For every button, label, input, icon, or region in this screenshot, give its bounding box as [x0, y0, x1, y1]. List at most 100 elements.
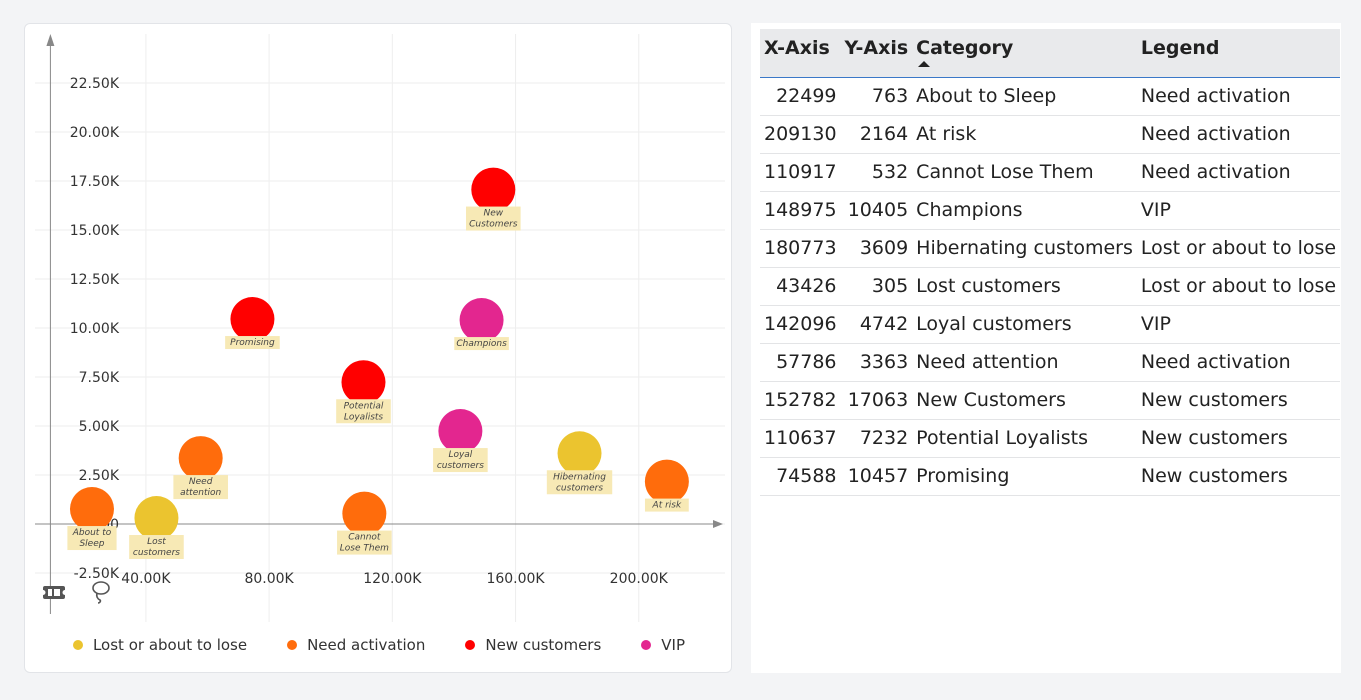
- table-row[interactable]: 209130 2164 At risk Need activation: [760, 115, 1341, 154]
- cell-category: Promising: [912, 457, 1137, 496]
- cell-legend: New customers: [1136, 381, 1341, 420]
- cell-x-axis: 74588: [760, 457, 841, 496]
- table-row[interactable]: 142096 4742 Loyal customers VIP: [760, 305, 1341, 344]
- col-header-y-axis[interactable]: Y-Axis: [840, 29, 913, 78]
- data-point[interactable]: [644, 459, 689, 504]
- data-point[interactable]: [471, 167, 516, 212]
- cell-x-axis: 110917: [760, 153, 841, 192]
- legend-label: VIP: [661, 636, 686, 654]
- x-tick-label: 40.00K: [121, 571, 171, 587]
- table-header-row: X-Axis Y-Axis Category Legend: [760, 29, 1341, 78]
- cell-legend: Need activation: [1136, 77, 1341, 116]
- legend-item[interactable]: Lost or about to lose: [72, 636, 248, 654]
- data-point-group[interactable]: Champions: [454, 298, 509, 351]
- data-label-bg: [225, 336, 280, 350]
- cell-legend: New customers: [1136, 419, 1341, 458]
- y-axis-arrow: [46, 34, 55, 46]
- col-header-legend[interactable]: Legend: [1136, 29, 1341, 78]
- data-point[interactable]: [557, 431, 602, 476]
- cell-category: New Customers: [912, 381, 1137, 420]
- y-tick-label: -2.50K: [74, 566, 120, 582]
- cell-category: Champions: [912, 191, 1137, 230]
- data-table: X-Axis Y-Axis Category Legend 22499 763 Ab…: [760, 29, 1341, 496]
- table-row[interactable]: 180773 3609 Hibernating customers Lost or a…: [760, 229, 1341, 268]
- cell-legend: VIP: [1136, 305, 1341, 344]
- table-row[interactable]: 57786 3363 Need attention Need activation: [760, 343, 1341, 382]
- data-label: Need: [189, 477, 213, 487]
- x-axis-arrow: [713, 520, 723, 528]
- legend-label: New customers: [485, 636, 602, 654]
- y-tick-label: 20.00K: [70, 125, 120, 141]
- cell-x-axis: 209130: [760, 115, 841, 154]
- legend-label: Need activation: [307, 636, 426, 654]
- cell-y-axis: 763: [840, 77, 913, 116]
- scatter-chart-card: 40.00K 80.00K 120.00K 160.00K 200.00K 22.50K 2…: [24, 23, 732, 673]
- data-point-group[interactable]: At risk: [644, 459, 689, 512]
- table-row[interactable]: 74588 10457 Promising New customers: [760, 457, 1341, 496]
- col-header-x-axis[interactable]: X-Axis: [760, 29, 841, 78]
- legend-item[interactable]: VIP: [641, 636, 685, 654]
- cell-y-axis: 3363: [840, 343, 913, 382]
- legend-label: Lost or about to lose: [92, 636, 248, 654]
- data-label: Loyalists: [344, 412, 384, 422]
- col-header-category-label: Category: [916, 37, 1014, 59]
- data-label: Loyal: [448, 450, 472, 460]
- y-tick-label: 22.50K: [70, 76, 120, 92]
- cell-category: About to Sleep: [912, 77, 1137, 116]
- table-row[interactable]: 110917 532 Cannot Lose Them Need activation: [760, 153, 1341, 192]
- data-point[interactable]: [438, 409, 483, 454]
- legend-item[interactable]: New customers: [465, 636, 601, 654]
- data-label: Sleep: [79, 539, 104, 549]
- ticket-icon[interactable]: [40, 580, 68, 606]
- legend-swatch: [287, 640, 298, 650]
- legend-item[interactable]: Need activation: [287, 636, 425, 654]
- data-point[interactable]: [341, 360, 386, 405]
- table-row[interactable]: 22499 763 About to Sleep Need activation: [760, 77, 1341, 116]
- cell-legend: VIP: [1136, 191, 1341, 230]
- data-point[interactable]: [342, 491, 387, 536]
- table-row[interactable]: 110637 7232 Potential Loyalists New custome…: [760, 419, 1341, 458]
- data-label: customers: [556, 483, 603, 493]
- cell-y-axis: 3609: [840, 229, 913, 268]
- data-label: Lost: [147, 537, 166, 547]
- data-label: attention: [180, 488, 221, 498]
- lasso-icon[interactable]: [88, 579, 114, 605]
- cell-x-axis: 22499: [760, 77, 841, 116]
- data-point-group[interactable]: Promising: [225, 297, 280, 350]
- data-label: Hibernating: [553, 472, 606, 482]
- legend-swatch: [465, 640, 476, 650]
- cell-legend: New customers: [1136, 457, 1341, 496]
- table-row[interactable]: 148975 10405 Champions VIP: [760, 191, 1341, 230]
- scatter-plot[interactable]: 40.00K 80.00K 120.00K 160.00K 200.00K 22.50K 2…: [25, 24, 732, 624]
- cell-legend: Need activation: [1136, 153, 1341, 192]
- data-point[interactable]: [230, 297, 275, 342]
- table-row[interactable]: 43426 305 Lost customers Lost or about to l…: [760, 267, 1341, 306]
- data-point[interactable]: [134, 496, 179, 541]
- data-point[interactable]: [178, 436, 223, 481]
- cell-y-axis: 2164: [840, 115, 913, 154]
- data-label-bg: [454, 337, 509, 351]
- data-point[interactable]: [459, 298, 504, 343]
- data-point[interactable]: [69, 487, 114, 532]
- y-tick-label: 2.50K: [79, 468, 120, 484]
- data-label-bg: [129, 535, 184, 560]
- cell-category: At risk: [912, 115, 1137, 154]
- cell-y-axis: 10457: [840, 457, 913, 496]
- cell-category: Need attention: [912, 343, 1137, 382]
- data-label-bg: [546, 470, 613, 495]
- data-label: Lose Them: [340, 544, 389, 554]
- data-label: About to: [72, 528, 112, 538]
- col-header-category[interactable]: Category: [912, 29, 1137, 78]
- cell-y-axis: 10405: [840, 191, 913, 230]
- table-row[interactable]: 152782 17063 New Customers New customers: [760, 381, 1341, 420]
- cell-category: Hibernating customers: [912, 229, 1137, 268]
- cell-y-axis: 305: [840, 267, 913, 306]
